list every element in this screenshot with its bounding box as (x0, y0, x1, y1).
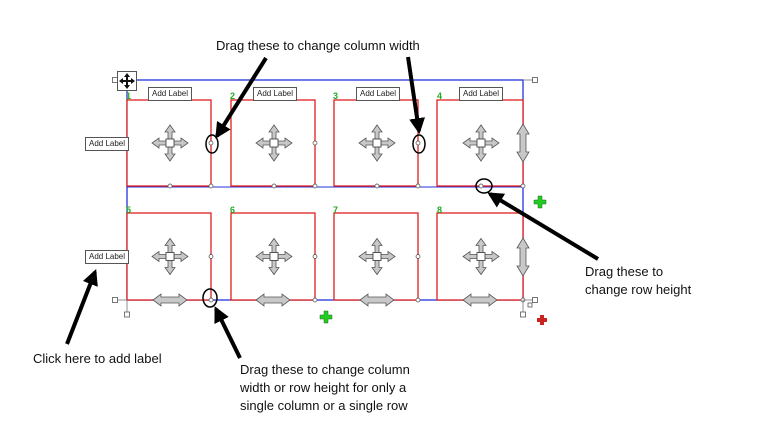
cell-corner-resize-handle-6[interactable] (312, 297, 318, 303)
add-label-annotation: Click here to add label (33, 351, 162, 366)
cell-right-resize-handle-1[interactable] (208, 140, 214, 146)
cell-number-1: 1 (126, 91, 132, 101)
cell-bottom-resize-handle-1[interactable] (167, 183, 173, 189)
single-resize-annotation-line-1: Drag these to change column (240, 362, 410, 377)
cell-right-resize-handle-2[interactable] (312, 140, 318, 146)
cell-right-resize-handle-5[interactable] (208, 254, 214, 259)
cell-number-2: 2 (230, 91, 236, 101)
column-width-annotation: Drag these to change column width (216, 38, 420, 53)
single-resize-annotation-line-2: width or row height for only a (240, 380, 407, 395)
cell-center-handle-1[interactable] (165, 138, 175, 148)
cell-center-handle-4[interactable] (476, 138, 486, 148)
grid-bottom-left-handle[interactable] (124, 311, 130, 318)
callout-circle-column-1 (205, 134, 219, 154)
add-row-plus-icon[interactable] (319, 310, 333, 324)
row-height-annotation-line-1: Drag these to (585, 264, 664, 279)
cell-center-handle-6[interactable] (269, 252, 279, 261)
cell-number-7: 7 (333, 205, 339, 215)
cell-number-3: 3 (333, 91, 339, 101)
cell-right-resize-handle-3[interactable] (415, 140, 421, 146)
cell-number-6: 6 (230, 205, 236, 215)
callout-arrow-add-label (65, 269, 98, 345)
cell-number-8: 8 (437, 205, 443, 215)
cell-corner-resize-handle-7[interactable] (415, 297, 421, 303)
row-height-drag-arrow-1[interactable] (516, 123, 530, 163)
cell-bottom-resize-handle-3[interactable] (374, 183, 380, 189)
cell-center-handle-7[interactable] (372, 252, 382, 261)
callout-circle-row-height (475, 178, 493, 194)
add-label-button-col-1[interactable]: Add Label (148, 87, 192, 101)
grid-corner-handle-3[interactable] (112, 297, 118, 303)
add-label-button-col-2[interactable]: Add Label (253, 87, 297, 101)
callout-circle-column-3 (412, 134, 426, 154)
cell-center-handle-5[interactable] (165, 252, 175, 261)
cell-right-resize-handle-7[interactable] (415, 254, 421, 259)
add-column-plus-icon[interactable] (533, 195, 547, 209)
cell-corner-resize-handle-4[interactable] (520, 183, 526, 189)
cell-corner-resize-handle-2[interactable] (312, 183, 318, 189)
cell-bottom-resize-handle-2[interactable] (271, 183, 277, 189)
move-grid-handle[interactable] (117, 71, 137, 91)
grid-corner-handle-2[interactable] (532, 77, 538, 83)
column-width-drag-arrow-4[interactable] (462, 293, 498, 307)
cell-corner-resize-handle-1[interactable] (208, 183, 214, 189)
column-width-drag-arrow-1[interactable] (152, 293, 188, 307)
cell-right-resize-handle-6[interactable] (312, 254, 318, 259)
cell-number-4: 4 (437, 91, 443, 101)
grid-extra-handle[interactable] (527, 302, 533, 308)
add-label-button-row-2[interactable]: Add Label (85, 250, 129, 264)
column-width-drag-arrow-3[interactable] (359, 293, 395, 307)
row-height-drag-arrow-2[interactable] (516, 237, 530, 277)
callout-arrow-single (214, 306, 242, 359)
grid-corner-handle-4[interactable] (532, 297, 538, 303)
move-icon (119, 73, 135, 89)
callout-arrow-column-width-1 (215, 56, 268, 139)
callout-circle-single (202, 288, 218, 308)
cell-center-handle-8[interactable] (476, 252, 486, 261)
grid-outer-border (126, 79, 524, 301)
remove-plus-icon[interactable] (537, 315, 547, 325)
grid-bottom-right-handle[interactable] (520, 311, 526, 318)
callout-arrow-column-width-2 (406, 56, 426, 135)
cell-number-5: 5 (126, 205, 132, 215)
row-height-annotation-line-2: change row height (585, 282, 692, 297)
single-resize-annotation-line-3: single column or a single row (240, 398, 408, 413)
add-label-button-col-4[interactable]: Add Label (459, 87, 503, 101)
cell-corner-resize-handle-5[interactable] (208, 297, 214, 303)
column-width-drag-arrow-2[interactable] (255, 293, 291, 307)
add-label-button-row-1[interactable]: Add Label (85, 137, 129, 151)
cell-bottom-resize-handle-4[interactable] (478, 183, 484, 189)
cell-corner-resize-handle-3[interactable] (415, 183, 421, 189)
cell-center-handle-2[interactable] (269, 138, 279, 148)
add-label-button-col-3[interactable]: Add Label (356, 87, 400, 101)
cell-center-handle-3[interactable] (372, 138, 382, 148)
callout-arrow-row-height (487, 192, 600, 261)
